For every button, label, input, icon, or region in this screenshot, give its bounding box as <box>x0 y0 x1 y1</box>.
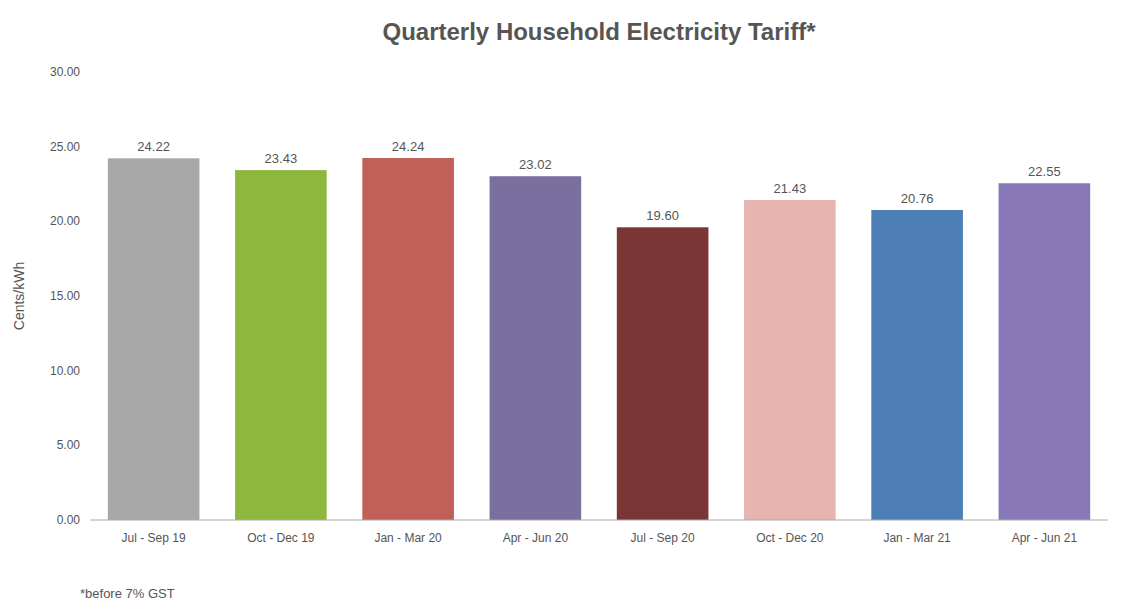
data-label: 20.76 <box>901 191 934 206</box>
x-axis: Jul - Sep 19 Oct - Dec 19 Jan - Mar 20 Apr … <box>122 531 1078 545</box>
title: Quarterly Household Electricity Tariff* <box>383 18 817 45</box>
data-label: 24.24 <box>392 139 425 154</box>
bar <box>617 227 709 520</box>
data-label: 21.43 <box>774 181 807 196</box>
x-tick-label: Apr - Jun 21 <box>1012 531 1078 545</box>
y-tick-label: 15.00 <box>50 289 80 303</box>
y-tick-label: 25.00 <box>50 140 80 154</box>
x-tick-label: Apr - Jun 20 <box>503 531 569 545</box>
bar <box>490 176 582 520</box>
data-label: 24.22 <box>137 139 170 154</box>
bar <box>999 183 1091 520</box>
x-tick-label: Oct - Dec 20 <box>756 531 824 545</box>
data-label: 22.55 <box>1028 164 1061 179</box>
y-axis: 0.00 5.00 10.00 15.00 20.00 25.00 30.00 <box>50 65 80 527</box>
x-tick-label: Oct - Dec 19 <box>247 531 315 545</box>
y-tick-label: 10.00 <box>50 364 80 378</box>
footnote: *before 7% GST <box>80 586 175 601</box>
chart: Quarterly Household Electricity Tariff* C… <box>0 0 1132 616</box>
bar <box>744 200 836 520</box>
chart-container: Quarterly Household Electricity Tariff* C… <box>0 0 1132 616</box>
x-tick-label: Jul - Sep 19 <box>122 531 186 545</box>
data-label: 23.02 <box>519 157 552 172</box>
bar <box>871 210 963 520</box>
data-label: 23.43 <box>265 151 298 166</box>
x-tick-label: Jan - Mar 20 <box>374 531 442 545</box>
bar <box>362 158 454 520</box>
x-axis-line <box>90 520 1108 521</box>
data-labels: 24.22 23.43 24.24 23.02 19.60 21.43 20.76 22.55 <box>137 139 1060 223</box>
bar <box>108 158 200 520</box>
y-tick-label: 30.00 <box>50 65 80 79</box>
y-axis-label: Cents/kWh <box>11 262 27 330</box>
y-tick-label: 20.00 <box>50 214 80 228</box>
x-tick-label: Jan - Mar 21 <box>883 531 951 545</box>
bar <box>235 170 327 520</box>
y-tick-label: 0.00 <box>57 513 81 527</box>
x-tick-label: Jul - Sep 20 <box>631 531 695 545</box>
y-tick-label: 5.00 <box>57 438 81 452</box>
data-label: 19.60 <box>646 208 679 223</box>
bars <box>108 158 1090 520</box>
